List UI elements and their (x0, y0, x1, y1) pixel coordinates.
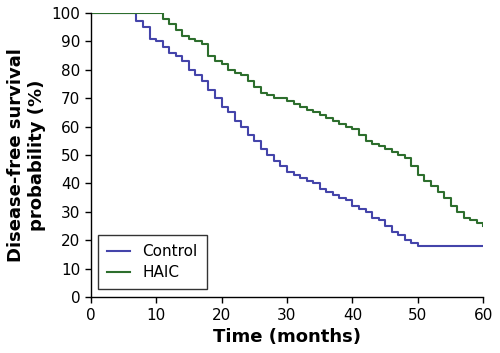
HAIC (480, 224, 486, 228)
Y-axis label: Disease-free survival
probability (%): Disease-free survival probability (%) (7, 48, 46, 262)
Control (297, 176, 303, 180)
Control (271, 158, 277, 163)
Control (127, 11, 133, 15)
Control (396, 233, 402, 237)
Control (350, 204, 356, 208)
Control (179, 59, 185, 64)
HAIC (350, 127, 356, 132)
HAIC (362, 139, 368, 143)
Legend: Control, HAIC: Control, HAIC (98, 235, 207, 289)
Control (212, 96, 218, 100)
Control (199, 79, 205, 83)
Control (258, 147, 264, 151)
Control (316, 187, 322, 191)
Control (232, 119, 237, 123)
Control (244, 133, 250, 137)
Control (362, 210, 368, 214)
Control (388, 229, 394, 234)
Control (218, 104, 224, 109)
Control (88, 11, 94, 15)
Control (290, 173, 296, 177)
Line: HAIC: HAIC (90, 13, 484, 226)
Control (134, 19, 140, 24)
HAIC (88, 11, 94, 15)
X-axis label: Time (months): Time (months) (213, 328, 361, 346)
Control (264, 153, 270, 157)
Control (225, 110, 231, 114)
Control (160, 45, 166, 49)
Control (251, 139, 257, 143)
Control (376, 218, 382, 222)
Control (382, 224, 388, 228)
Control (310, 181, 316, 186)
HAIC (264, 93, 270, 97)
HAIC (304, 107, 310, 112)
Control (238, 125, 244, 129)
HAIC (172, 28, 178, 32)
HAIC (454, 210, 460, 214)
Control (402, 238, 408, 243)
Control (140, 25, 146, 29)
Control (356, 207, 362, 211)
Control (324, 190, 330, 194)
Control (172, 53, 178, 58)
Control (192, 73, 198, 78)
Control (480, 244, 486, 248)
Control (278, 164, 283, 168)
Control (330, 193, 336, 197)
Control (369, 215, 375, 220)
Control (408, 241, 414, 245)
Control (343, 198, 349, 203)
Control (153, 39, 159, 43)
Control (146, 36, 152, 41)
Control (336, 196, 342, 200)
Control (284, 170, 290, 174)
Line: Control: Control (90, 13, 484, 246)
Control (166, 50, 172, 55)
Control (415, 244, 421, 248)
Control (186, 68, 192, 72)
Control (206, 88, 212, 92)
Control (304, 179, 310, 183)
